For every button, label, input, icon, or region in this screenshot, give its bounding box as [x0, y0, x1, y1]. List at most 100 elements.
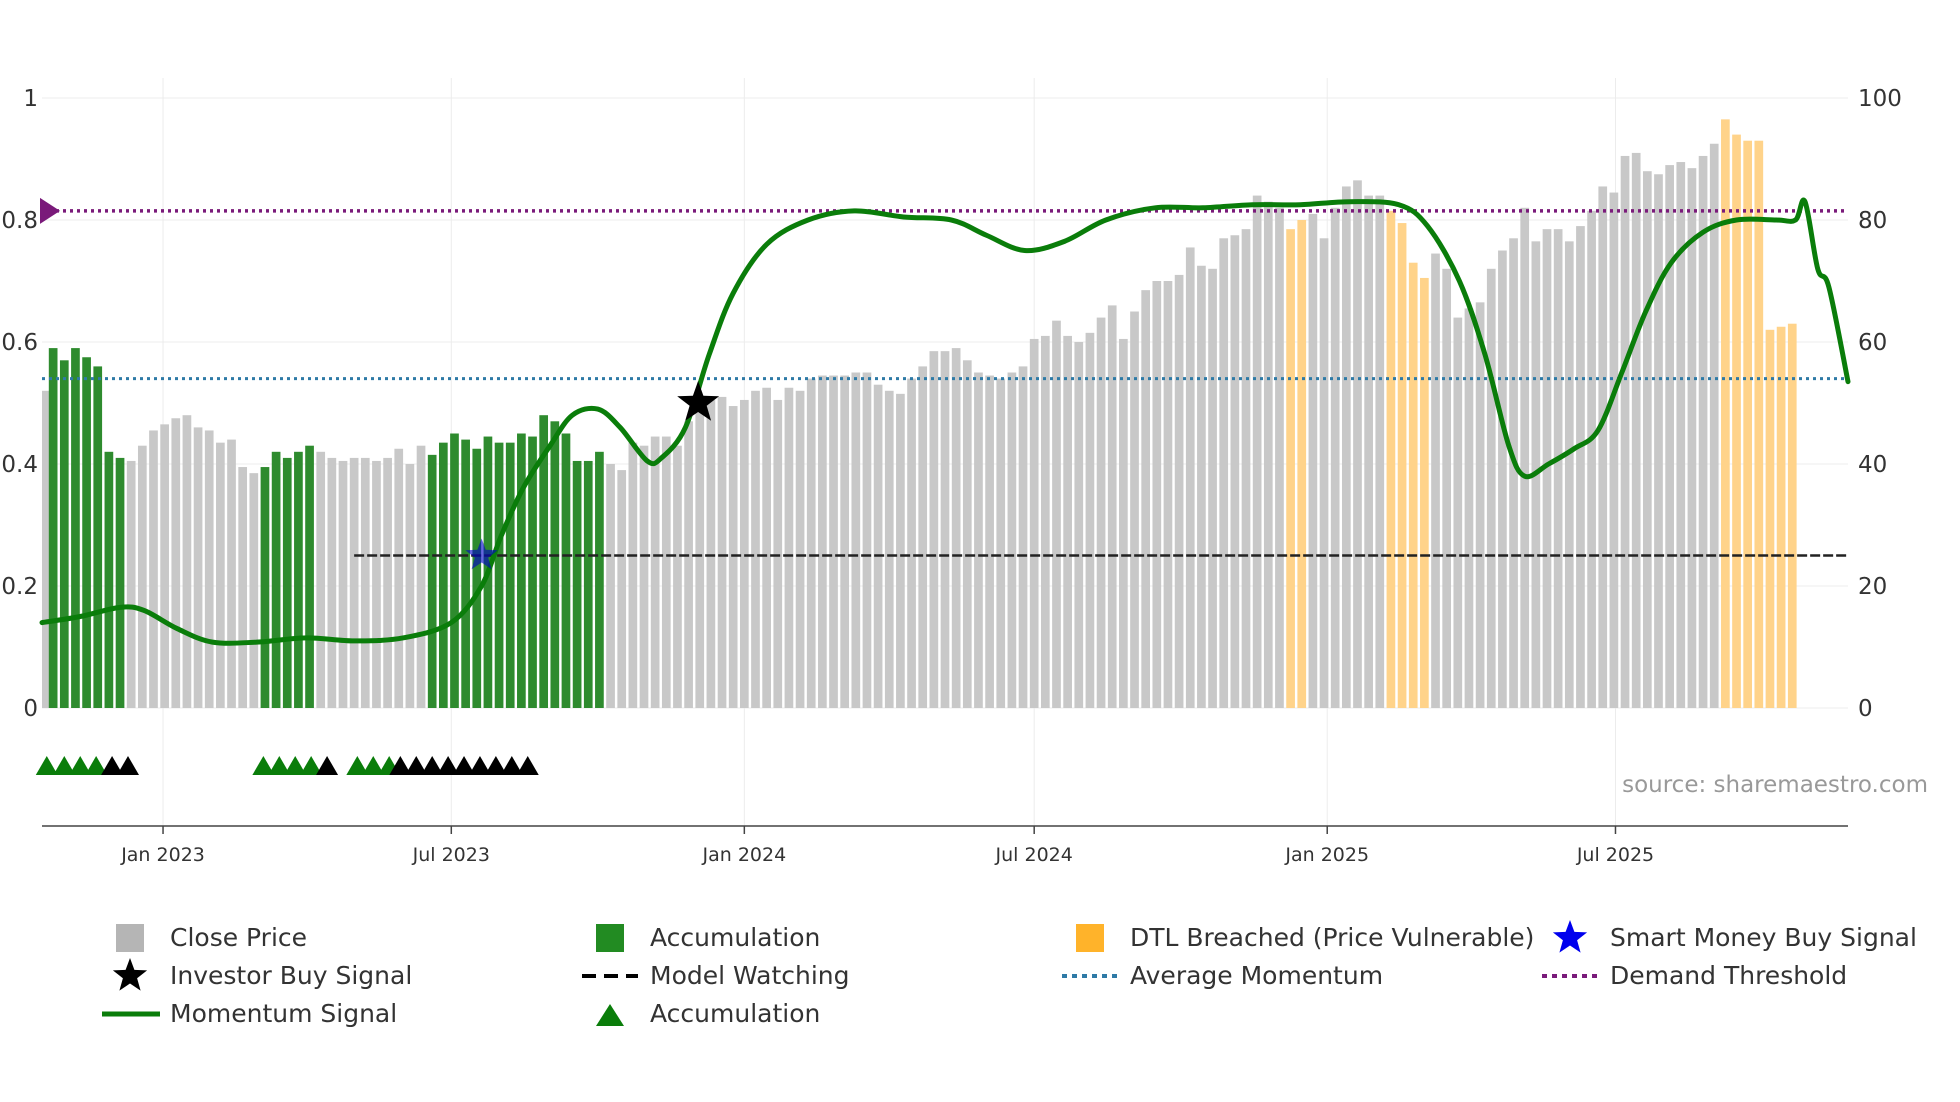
dtl-breached-bar	[1743, 140, 1753, 708]
close-price-bar	[873, 384, 883, 708]
dtl-breached-bar	[1765, 329, 1775, 708]
accumulation-bar	[438, 442, 448, 708]
dtl-breached-bar	[1408, 262, 1418, 708]
close-price-bar	[1564, 241, 1574, 708]
legend-swatch-square	[1076, 924, 1104, 952]
right-y-tick-label: 100	[1858, 86, 1902, 112]
close-price-bar	[1642, 171, 1652, 708]
accumulation-triangle	[85, 756, 108, 775]
close-price-bar	[405, 464, 415, 708]
left-y-tick-label: 0.8	[1, 208, 38, 234]
accumulation-bar	[572, 460, 582, 708]
close-price-bar	[1631, 152, 1641, 708]
close-price-bar	[193, 427, 203, 708]
close-price-bar	[818, 375, 827, 708]
close-price-bar	[1241, 229, 1251, 708]
close-price-bar	[1431, 253, 1440, 709]
legend-label: Investor Buy Signal	[170, 960, 413, 990]
close-price-bar	[862, 372, 872, 708]
close-price-bar	[137, 445, 147, 708]
x-tick-label: Jan 2024	[701, 844, 786, 866]
watching-triangle	[437, 756, 460, 775]
dtl-breached-bar	[1754, 140, 1764, 708]
legend-label: Smart Money Buy Signal	[1610, 922, 1917, 952]
close-price-bar	[1453, 317, 1463, 708]
close-price-bar	[338, 460, 348, 708]
momentum-signal-line	[39, 197, 1851, 646]
close-price-bar	[1442, 268, 1452, 708]
close-price-bar	[918, 366, 928, 708]
close-price-bar	[227, 439, 236, 708]
close-price-bar	[974, 372, 983, 708]
close-price-bar	[650, 436, 660, 708]
dtl-breached-bar	[1286, 229, 1295, 708]
close-price-bar	[1252, 195, 1262, 709]
accumulation-bar	[71, 348, 80, 708]
close-price-bar	[349, 457, 359, 708]
legend-label: DTL Breached (Price Vulnerable)	[1130, 922, 1535, 952]
chart-legend: Close Price Accumulation DTL Breached (Pri…	[0, 920, 1960, 1070]
accumulation-triangle	[252, 756, 275, 775]
close-price-bar	[639, 445, 649, 708]
close-price-bar	[1654, 174, 1663, 708]
accumulation-bar	[539, 415, 549, 708]
legend-item: Close Price	[100, 920, 307, 954]
close-price-bar	[1709, 143, 1719, 708]
close-price-bar	[1029, 338, 1039, 708]
accumulation-bar	[595, 451, 604, 708]
close-price-bar	[1576, 226, 1585, 708]
watching-triangle	[516, 756, 539, 775]
close-price-bar	[996, 378, 1006, 708]
close-price-bar	[182, 415, 192, 708]
close-price-bar	[1040, 335, 1050, 708]
close-price-bar	[1185, 247, 1195, 708]
accumulation-bar	[472, 448, 482, 708]
right-y-tick-label: 20	[1858, 574, 1887, 600]
smart-money-buy-signal-star	[465, 538, 498, 570]
legend-item: Model Watching	[580, 958, 850, 992]
legend-swatch-dot	[1062, 974, 1118, 978]
close-price-bar	[1687, 168, 1697, 708]
source-text: source: sharemaestro.com	[1622, 772, 1928, 798]
close-price-bar	[773, 399, 783, 708]
close-price-bar	[360, 457, 370, 708]
close-price-bar	[1665, 165, 1674, 709]
close-price-bar	[1152, 281, 1162, 708]
close-price-bar	[1107, 305, 1117, 708]
close-price-bar	[1509, 238, 1518, 709]
left-y-tick-label: 1	[23, 86, 38, 112]
accumulation-bar	[305, 445, 314, 708]
close-price-bar	[1598, 186, 1608, 708]
close-price-bar	[829, 375, 838, 708]
close-price-bar	[1520, 207, 1530, 709]
close-price-bar	[1119, 338, 1128, 708]
legend-label: Model Watching	[650, 960, 850, 990]
dtl-breached-bar	[1721, 119, 1730, 709]
close-price-bar	[795, 390, 805, 708]
dtl-breached-bar	[1397, 223, 1407, 709]
close-price-bar	[42, 390, 51, 708]
close-price-bar	[1464, 308, 1474, 708]
close-price-bar	[1319, 238, 1329, 709]
legend-label: Momentum Signal	[170, 998, 398, 1028]
close-price-bar	[661, 436, 671, 708]
close-price-bar	[126, 460, 136, 708]
close-price-bar	[617, 470, 627, 708]
close-price-bar	[1174, 274, 1184, 708]
close-price-bar	[1263, 201, 1273, 708]
x-tick-label: Jul 2024	[995, 844, 1073, 866]
close-price-bar	[1353, 180, 1362, 709]
close-price-bar	[851, 372, 861, 708]
legend-item: Accumulation	[580, 920, 820, 954]
dtl-breached-bar	[1420, 277, 1429, 708]
x-tick-label: Jan 2023	[120, 844, 205, 866]
accumulation-bar	[82, 357, 91, 708]
accumulation-bar	[104, 451, 114, 708]
close-price-bar	[762, 387, 771, 708]
legend-label: Accumulation	[650, 998, 821, 1028]
watching-triangle	[389, 756, 412, 775]
accumulation-bar	[115, 457, 125, 708]
close-price-bar	[940, 351, 950, 708]
accumulation-triangle	[268, 756, 291, 775]
accumulation-bar	[93, 366, 103, 708]
